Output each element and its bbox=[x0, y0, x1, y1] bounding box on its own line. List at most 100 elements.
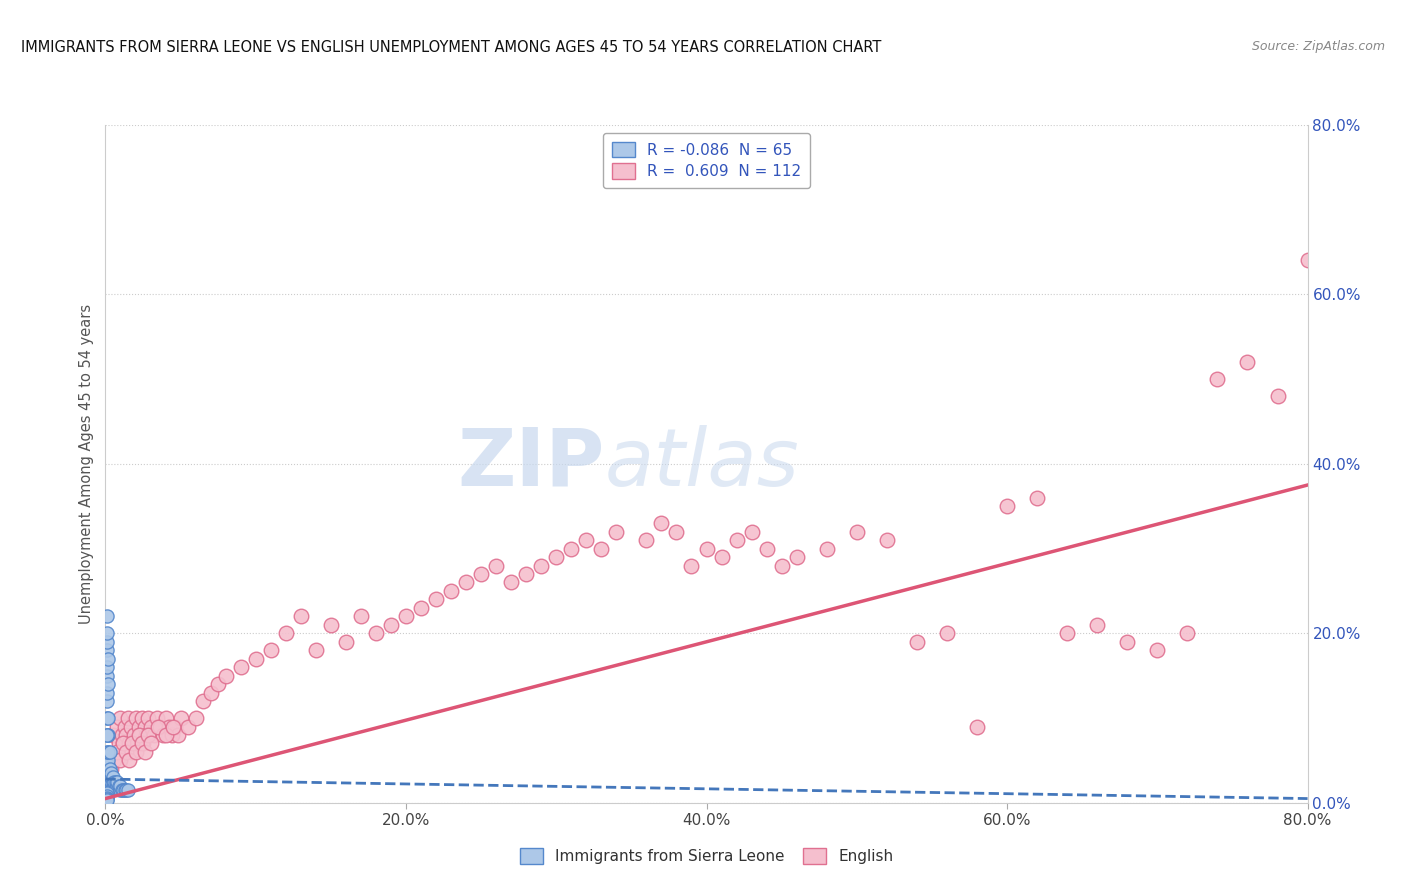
Point bbox=[184, 711, 207, 725]
Point bbox=[305, 643, 328, 657]
Point bbox=[177, 719, 200, 733]
Point bbox=[169, 711, 191, 725]
Point bbox=[103, 779, 125, 793]
Point bbox=[1116, 635, 1139, 649]
Point bbox=[96, 774, 118, 789]
Point bbox=[97, 757, 120, 772]
Point bbox=[104, 774, 127, 789]
Point bbox=[97, 677, 120, 691]
Point bbox=[96, 779, 118, 793]
Point bbox=[741, 524, 763, 539]
Point bbox=[101, 779, 124, 793]
Point bbox=[710, 549, 733, 565]
Point bbox=[97, 728, 120, 742]
Point bbox=[98, 766, 121, 780]
Point bbox=[122, 728, 145, 742]
Point bbox=[786, 549, 808, 565]
Point bbox=[605, 524, 627, 539]
Point bbox=[1267, 389, 1289, 403]
Point bbox=[214, 669, 236, 683]
Point bbox=[96, 762, 118, 776]
Point bbox=[97, 779, 120, 793]
Point bbox=[128, 728, 150, 742]
Point bbox=[97, 774, 120, 789]
Point bbox=[100, 766, 122, 780]
Point bbox=[124, 711, 146, 725]
Point bbox=[98, 779, 121, 793]
Point bbox=[131, 737, 153, 751]
Point bbox=[905, 635, 928, 649]
Point bbox=[96, 669, 118, 683]
Point bbox=[112, 737, 135, 751]
Point bbox=[191, 694, 214, 708]
Point bbox=[134, 719, 156, 733]
Point bbox=[97, 766, 120, 780]
Point bbox=[146, 719, 169, 733]
Point bbox=[97, 745, 120, 759]
Point bbox=[107, 719, 129, 733]
Point bbox=[815, 541, 838, 556]
Point bbox=[96, 694, 118, 708]
Point bbox=[96, 788, 118, 801]
Point bbox=[966, 719, 988, 733]
Point bbox=[97, 651, 120, 665]
Point bbox=[260, 643, 283, 657]
Point bbox=[115, 783, 138, 797]
Point bbox=[107, 779, 129, 793]
Point bbox=[636, 533, 658, 548]
Point bbox=[98, 762, 121, 776]
Point bbox=[845, 524, 868, 539]
Point bbox=[148, 719, 170, 733]
Point bbox=[501, 575, 523, 590]
Point bbox=[96, 757, 118, 772]
Point bbox=[96, 793, 118, 807]
Point bbox=[132, 737, 155, 751]
Point bbox=[136, 711, 159, 725]
Point bbox=[546, 549, 568, 565]
Point bbox=[96, 749, 118, 764]
Point bbox=[470, 567, 492, 582]
Point bbox=[96, 685, 118, 699]
Point bbox=[395, 609, 418, 624]
Point bbox=[118, 737, 141, 751]
Point bbox=[100, 762, 122, 776]
Point bbox=[110, 753, 132, 767]
Point bbox=[101, 774, 124, 789]
Point bbox=[107, 774, 129, 789]
Point bbox=[681, 558, 703, 573]
Point bbox=[96, 753, 118, 767]
Point bbox=[98, 770, 121, 785]
Point bbox=[108, 779, 131, 793]
Point bbox=[335, 635, 357, 649]
Point bbox=[1146, 643, 1168, 657]
Point bbox=[96, 790, 118, 805]
Point bbox=[115, 728, 138, 742]
Point bbox=[319, 618, 342, 632]
Point bbox=[114, 719, 136, 733]
Point bbox=[121, 737, 143, 751]
Point bbox=[454, 575, 477, 590]
Point bbox=[440, 584, 463, 599]
Point bbox=[121, 745, 143, 759]
Point bbox=[1056, 626, 1078, 640]
Point bbox=[166, 728, 188, 742]
Text: IMMIGRANTS FROM SIERRA LEONE VS ENGLISH UNEMPLOYMENT AMONG AGES 45 TO 54 YEARS C: IMMIGRANTS FROM SIERRA LEONE VS ENGLISH … bbox=[21, 40, 882, 55]
Point bbox=[1296, 253, 1319, 268]
Point bbox=[770, 558, 793, 573]
Point bbox=[1175, 626, 1198, 640]
Point bbox=[108, 737, 131, 751]
Point bbox=[97, 753, 120, 767]
Point bbox=[124, 745, 146, 759]
Point bbox=[96, 643, 118, 657]
Point bbox=[96, 792, 118, 806]
Point bbox=[96, 766, 118, 780]
Point bbox=[96, 770, 118, 785]
Point bbox=[155, 728, 177, 742]
Point bbox=[96, 635, 118, 649]
Point bbox=[131, 711, 153, 725]
Point bbox=[157, 719, 180, 733]
Point bbox=[101, 770, 124, 785]
Point bbox=[162, 719, 184, 733]
Point bbox=[145, 711, 167, 725]
Point bbox=[1206, 372, 1229, 386]
